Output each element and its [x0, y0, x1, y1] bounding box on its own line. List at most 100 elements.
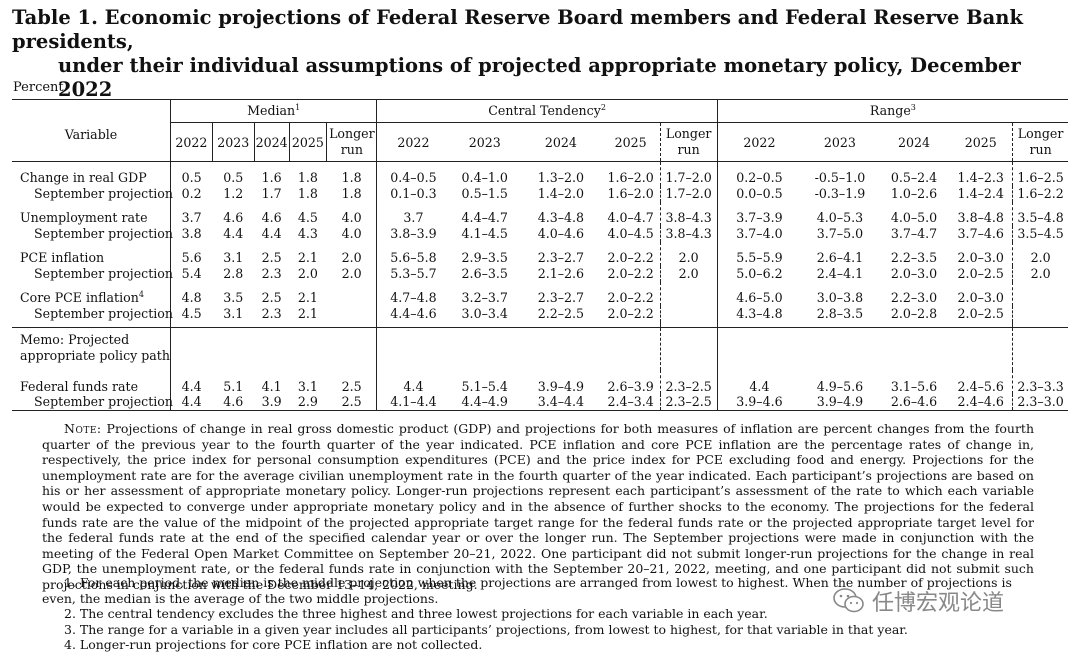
table-cell: 0.2 — [169, 185, 213, 202]
table-cell: 3.0–3.4 — [461, 306, 508, 321]
table-cell: 5.6–5.8 — [376, 241, 450, 266]
table-cell: 0.5–1.5 — [461, 186, 508, 201]
note-text: Projections of change in real gross dome… — [42, 421, 1034, 592]
table-cell: 1.8 — [341, 170, 362, 186]
table-cell: 1.4–2.0 — [537, 186, 585, 201]
table-cell: 4.1–4.4 — [376, 394, 450, 411]
table-cell: 2.1 — [297, 306, 318, 321]
table-cell: 4.4–4.7 — [461, 210, 508, 225]
table-cell: 2.1–2.6 — [537, 266, 585, 281]
table-cell: -0.3–1.9 — [814, 186, 866, 201]
table-cell: -0.5–1.0 — [814, 170, 866, 186]
longer-run-header: Longer run — [326, 122, 377, 162]
table-cell: 1.7–2.0 — [659, 185, 718, 202]
table-cell: 4.5 — [169, 305, 213, 322]
table-cell: 2.3–3.3 — [1012, 370, 1068, 394]
table-cell: 0.4–1.0 — [461, 170, 508, 186]
table-cell: 4.6 — [223, 210, 244, 225]
table-cell: 2.0 — [1012, 241, 1068, 266]
table-cell: 2.4–5.6 — [957, 378, 1004, 394]
table-cell: 2.5 — [261, 290, 282, 305]
table-cell: 1.8 — [297, 170, 318, 186]
footnote-2: 2. The central tendency excludes the thr… — [64, 606, 768, 621]
table-cell: 1.6–2.0 — [607, 186, 654, 201]
table-cell: 4.8 — [169, 281, 213, 306]
table-cell: 3.9–4.6 — [716, 394, 802, 411]
table-cell — [1012, 305, 1068, 322]
table-cell: 1.0–2.6 — [890, 186, 938, 201]
year-header: 2024 — [253, 122, 289, 162]
table-cell: 5.1 — [223, 378, 244, 394]
units-label: Percent — [13, 80, 64, 95]
table-row: Unemployment rate 3.7 4.6 4.6 4.5 4.0 3.7 4.4–4… — [12, 201, 1068, 226]
row-label: September projection — [12, 394, 173, 411]
table-cell: 4.4 — [169, 370, 213, 394]
table-cell: 2.9–3.5 — [461, 250, 508, 265]
table-cell: 4.7–4.8 — [376, 281, 450, 306]
table-cell: 4.4 — [261, 226, 282, 241]
year-header: 2023 — [449, 122, 520, 162]
table-body: Change in real GDP 0.5 0.5 1.6 1.8 1.8 0.4–0.5… — [12, 161, 1068, 411]
table-cell: 1.3–2.0 — [537, 170, 585, 186]
table-cell: 2.0–2.2 — [607, 250, 654, 265]
table-cell: 2.2–3.5 — [890, 250, 938, 265]
table-cell: 3.4–4.4 — [520, 394, 602, 411]
table-cell: 4.4 — [169, 394, 213, 411]
table-cell: 3.7 — [169, 201, 213, 226]
table-cell: 2.3–2.5 — [659, 370, 718, 394]
table-cell: 1.2 — [223, 186, 244, 201]
table-cell: 3.8–4.3 — [659, 225, 718, 242]
table-cell — [659, 305, 718, 322]
table-cell: 2.5 — [341, 378, 362, 394]
year-header: 2025 — [949, 122, 1013, 162]
table-cell: 1.7–2.0 — [659, 161, 718, 186]
year-header-row: 2022 2023 2024 2025 Longer run 2022 2023 2024 202… — [12, 122, 1068, 162]
year-header: 2022 — [376, 122, 450, 162]
year-header: 2024 — [520, 122, 602, 162]
table-cell: 2.0–3.0 — [957, 250, 1004, 265]
table-cell: 0.4–0.5 — [376, 161, 450, 186]
table-cell: 2.0 — [297, 266, 318, 281]
table-cell: 1.7 — [261, 186, 282, 201]
table-cell: 2.0–2.5 — [957, 266, 1004, 281]
table-cell: 2.0–2.2 — [607, 306, 654, 321]
table-cell: 2.0 — [659, 241, 718, 266]
table-cell: 4.4 — [376, 370, 450, 394]
table-cell: 3.9–4.9 — [537, 378, 585, 394]
footnote-1: 1. For each period, the median is the mi… — [42, 575, 1012, 606]
table-cell: 2.4–4.6 — [949, 394, 1013, 411]
table-cell: 0.5 — [169, 161, 213, 186]
table-row: September projection 5.4 2.8 2.3 2.0 2.0 5.3–5… — [12, 265, 1068, 282]
longer-run-header: Longer run — [659, 122, 718, 162]
table-cell: 5.6 — [169, 241, 213, 266]
title-line-2: under their individual assumptions of pr… — [58, 54, 1021, 101]
table-cell: 2.3–2.7 — [537, 290, 585, 305]
table-cell: 0.0–0.5 — [716, 185, 802, 202]
table-cell: 2.6–4.6 — [878, 394, 950, 411]
table-cell: 3.1 — [223, 250, 244, 265]
table-cell: 3.5–4.8 — [1012, 201, 1068, 226]
table-cell: 2.4–3.4 — [601, 394, 661, 411]
watermark-text: 任博宏观论道 — [872, 591, 1005, 616]
table-cell: 2.6–3.5 — [461, 266, 508, 281]
table-cell: 2.5 — [261, 250, 282, 265]
table-cell: 4.4–4.6 — [376, 305, 450, 322]
watermark: 任博宏观论道 — [832, 585, 1004, 617]
table-cell: 3.1 — [223, 306, 244, 321]
table-cell: 2.9 — [289, 394, 327, 411]
table-cell: 1.8 — [341, 186, 362, 201]
table-cell: 0.5 — [223, 170, 244, 186]
row-label: September projection — [34, 186, 173, 201]
table-cell: 1.6–2.0 — [607, 170, 654, 186]
table-row: Change in real GDP 0.5 0.5 1.6 1.8 1.8 0.4–0.5… — [12, 161, 1068, 186]
table-cell: 1.6 — [261, 170, 282, 186]
table-note: Note: Projections of change in real gros… — [42, 421, 1034, 593]
table-cell: 1.6–2.2 — [1012, 185, 1068, 202]
title-line-1: Table 1. Economic projections of Federal… — [12, 6, 1023, 53]
table-cell: 0.1–0.3 — [376, 185, 450, 202]
table-cell: 2.2–3.0 — [890, 290, 938, 305]
table-cell: 4.5 — [297, 210, 318, 225]
table-row: September projection 3.8 4.4 4.4 4.3 4.0 3.8–3… — [12, 225, 1068, 242]
year-header: 2025 — [601, 122, 661, 162]
table-cell: 3.0–3.8 — [816, 290, 864, 305]
